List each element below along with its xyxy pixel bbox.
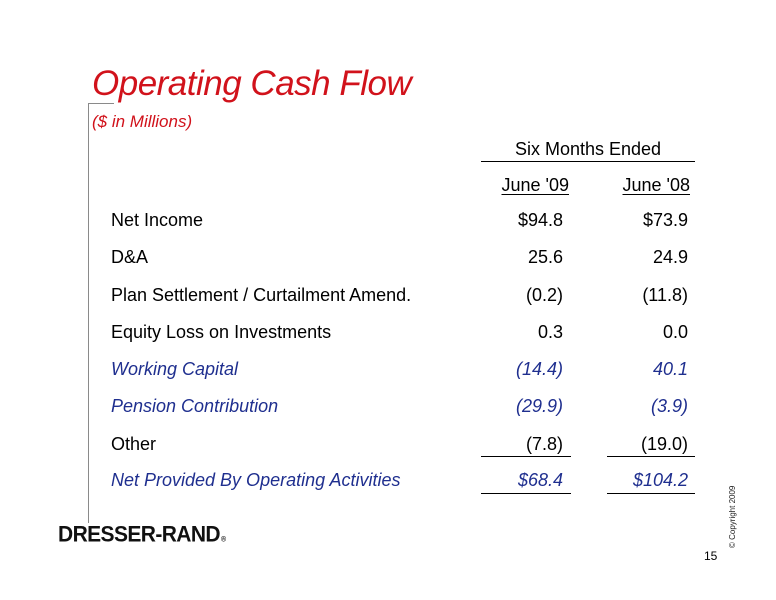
row-label: Equity Loss on Investments	[111, 322, 332, 342]
value-june-08: 24.9	[652, 247, 688, 267]
dresser-rand-logo: DRESSER-RAND®	[58, 522, 226, 547]
row-label: Net Income	[111, 210, 204, 230]
value-june-09: $68.4	[517, 470, 563, 490]
total-rule-june-09	[481, 493, 571, 494]
value-june-08: 40.1	[652, 359, 688, 379]
table-row-pension-contribution: Pension Contribution (29.9) (3.9)	[0, 396, 776, 422]
value-june-08: $73.9	[642, 210, 688, 230]
value-june-08: (3.9)	[650, 396, 688, 416]
copyright-notice: © Copyright 2009	[728, 485, 737, 548]
period-header-rule	[481, 161, 695, 162]
value-june-09: $94.8	[517, 210, 563, 230]
page-number: 15	[704, 549, 718, 563]
column-header-june-08: June '08	[600, 175, 691, 196]
value-june-09: (29.9)	[515, 396, 563, 416]
row-label: Pension Contribution	[111, 396, 279, 416]
value-june-09: 25.6	[527, 247, 563, 267]
table-row-equity-loss: Equity Loss on Investments 0.3 0.0	[0, 322, 776, 348]
slide-subtitle: ($ in Millions)	[92, 112, 193, 131]
value-june-08: $104.2	[632, 470, 688, 490]
table-row-working-capital: Working Capital (14.4) 40.1	[0, 359, 776, 385]
total-rule-june-08	[607, 493, 695, 494]
row-label: Other	[111, 434, 157, 454]
table-row-net-provided-total: Net Provided By Operating Activities $68…	[0, 470, 776, 496]
value-june-09: (7.8)	[525, 434, 563, 454]
table-row-plan-settlement: Plan Settlement / Curtailment Amend. (0.…	[0, 285, 776, 311]
table-row-other: Other (7.8) (19.0)	[0, 434, 776, 460]
value-june-08: (19.0)	[640, 434, 688, 454]
table-row-d-and-a: D&A 25.6 24.9	[0, 247, 776, 273]
column-header-label: June '08	[622, 175, 691, 195]
subtotal-rule-june-08	[607, 456, 695, 457]
column-header-june-09: June '09	[481, 175, 570, 196]
row-label: Working Capital	[111, 359, 239, 379]
column-header-label: June '09	[501, 175, 570, 195]
registered-mark: ®	[220, 536, 226, 544]
value-june-09: (14.4)	[515, 359, 563, 379]
logo-wordmark: DRESSER-RAND	[58, 522, 221, 547]
title-accent-line	[88, 103, 114, 104]
value-june-09: (0.2)	[525, 285, 563, 305]
value-june-09: 0.3	[537, 322, 563, 342]
period-header: Six Months Ended	[514, 139, 662, 159]
row-label: Plan Settlement / Curtailment Amend.	[111, 285, 412, 305]
subtotal-rule-june-09	[481, 456, 571, 457]
left-accent-line	[88, 103, 89, 523]
row-label: D&A	[111, 247, 149, 267]
value-june-08: 0.0	[662, 322, 688, 342]
value-june-08: (11.8)	[642, 285, 688, 305]
slide-title: Operating Cash Flow	[92, 64, 412, 103]
table-row-net-income: Net Income $94.8 $73.9	[0, 210, 776, 236]
row-label: Net Provided By Operating Activities	[111, 470, 401, 490]
